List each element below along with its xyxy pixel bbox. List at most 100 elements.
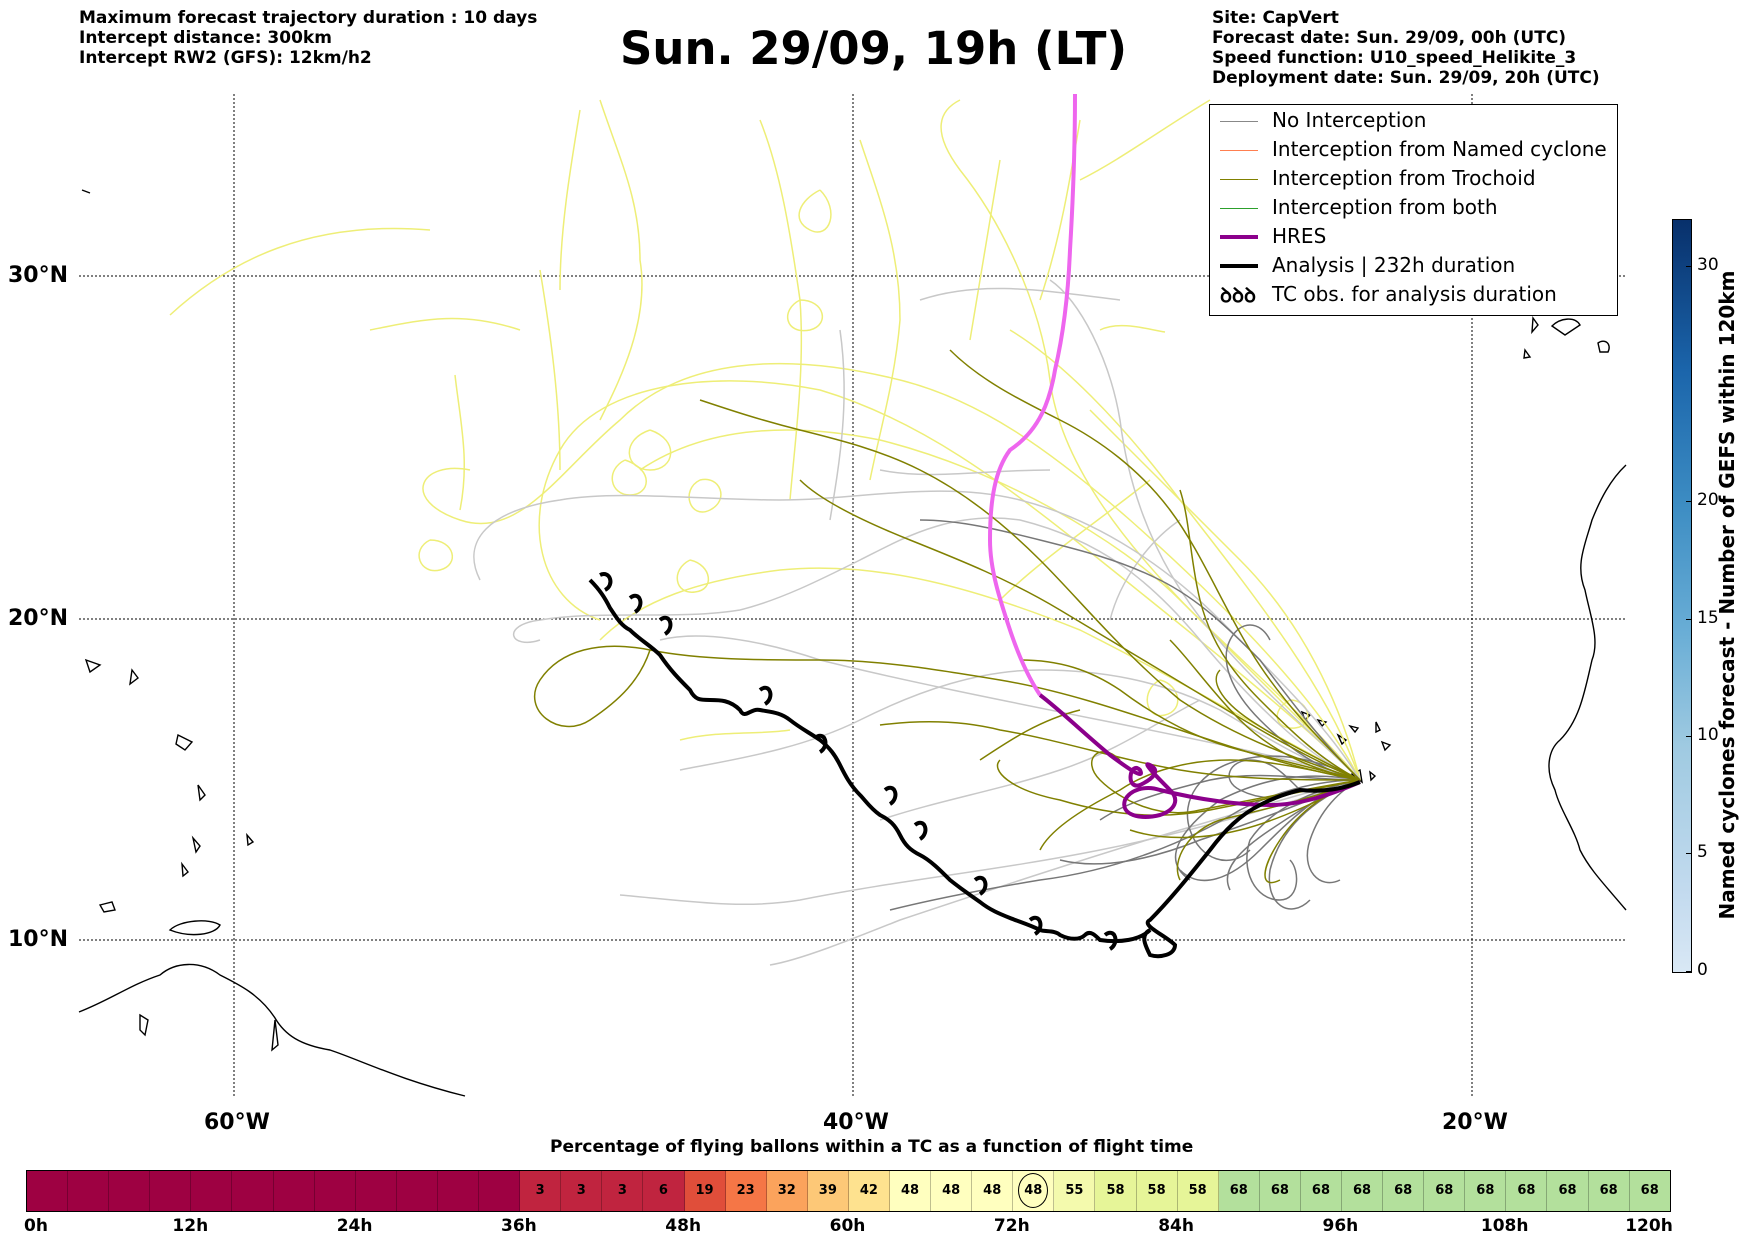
header-left-line: Intercept RW2 (GFS): 12km/h2 <box>79 48 372 68</box>
time-segment: 68 <box>1547 1171 1589 1211</box>
time-segment: 68 <box>1629 1171 1670 1211</box>
segment-value: 6 <box>658 1183 668 1198</box>
legend-label: TC obs. for analysis duration <box>1272 282 1557 306</box>
time-axis-label: 84h <box>1158 1216 1194 1236</box>
legend-item: Analysis | 232h duration <box>1210 252 1617 281</box>
time-segment <box>437 1171 480 1211</box>
colorbar-tick-mark <box>1686 266 1691 267</box>
time-segment <box>232 1171 274 1211</box>
legend-label: Interception from Trochoid <box>1272 166 1536 190</box>
lat-label-30n: 30°N <box>8 263 69 288</box>
tc-symbol-icon: ꝺꝺꝺ <box>1220 283 1256 307</box>
flight-time-bar: 3 3 3 6 19 23 32 39 42 48 48 48 48 55 58 58 58 68 68 68 68 68… <box>26 1170 1671 1212</box>
segment-value: 55 <box>1065 1183 1084 1198</box>
lat-label-20n: 20°N <box>8 606 69 631</box>
time-segment: 58 <box>1136 1171 1178 1211</box>
time-segment: 48 <box>1013 1171 1055 1211</box>
segment-value: 48 <box>942 1183 961 1198</box>
time-segment: 68 <box>1465 1171 1507 1211</box>
segment-value: 68 <box>1229 1183 1248 1198</box>
segment-value: 32 <box>777 1183 796 1198</box>
header-left-line: Intercept distance: 300km <box>79 28 332 48</box>
colorbar-tick: 0 <box>1697 960 1708 980</box>
segment-value: 19 <box>695 1183 714 1198</box>
time-segment: 3 <box>520 1171 562 1211</box>
legend-item: Interception from Trochoid <box>1210 165 1617 194</box>
colorbar-tick-mark <box>1686 853 1691 854</box>
time-segment: 68 <box>1218 1171 1260 1211</box>
header-left-line: Maximum forecast trajectory duration : 1… <box>79 8 538 28</box>
segment-value: 3 <box>535 1183 545 1198</box>
segment-value: 68 <box>1353 1183 1372 1198</box>
time-segment: 48 <box>972 1171 1014 1211</box>
legend-label: No Interception <box>1272 108 1427 132</box>
hres-track <box>1038 693 1361 819</box>
lon-label-20w: 20°W <box>1442 1110 1508 1135</box>
time-segment: 39 <box>807 1171 849 1211</box>
time-segment <box>273 1171 315 1211</box>
time-segment: 68 <box>1506 1171 1548 1211</box>
lon-label-60w: 60°W <box>204 1110 270 1135</box>
time-axis-label: 48h <box>665 1216 702 1236</box>
time-segment: 48 <box>889 1171 932 1211</box>
time-segment: 68 <box>1342 1171 1384 1211</box>
time-segment: 48 <box>931 1171 973 1211</box>
segment-value: 68 <box>1435 1183 1454 1198</box>
header-right-line: Forecast date: Sun. 29/09, 00h (UTC) <box>1212 28 1567 48</box>
time-axis-label: 24h <box>336 1216 373 1236</box>
time-segment: 68 <box>1424 1171 1466 1211</box>
legend-swatch <box>1220 264 1258 268</box>
legend-swatch <box>1220 150 1258 151</box>
colorbar-tick: 10 <box>1697 725 1719 745</box>
legend-swatch <box>1220 235 1258 239</box>
colorbar-tick-mark <box>1686 971 1691 972</box>
colorbar-tick: 30 <box>1697 255 1719 275</box>
time-segment: 68 <box>1588 1171 1630 1211</box>
time-segment: 6 <box>643 1171 685 1211</box>
legend-item: Interception from both <box>1210 194 1617 223</box>
legend-item: Interception from Named cyclone <box>1210 136 1617 165</box>
legend-label: Interception from both <box>1272 195 1498 219</box>
segment-value: 39 <box>818 1183 837 1198</box>
legend-label: HRES <box>1272 224 1327 248</box>
yellow-tracks <box>169 99 1361 781</box>
analysis-track <box>588 578 1361 959</box>
segment-value: 68 <box>1476 1183 1495 1198</box>
segment-value: 68 <box>1517 1183 1536 1198</box>
colorbar-tick: 5 <box>1697 842 1708 862</box>
legend-label: Analysis | 232h duration <box>1272 253 1516 277</box>
time-axis-label: 36h <box>501 1216 537 1236</box>
segment-value: 48 <box>983 1183 1002 1198</box>
colorbar <box>1672 219 1692 973</box>
segment-value: 58 <box>1147 1183 1166 1198</box>
trochoid-tracks <box>533 349 1361 884</box>
time-segment <box>109 1171 151 1211</box>
colorbar-tick-mark <box>1686 736 1691 737</box>
legend-item: ꝺꝺꝺ TC obs. for analysis duration <box>1210 281 1617 310</box>
percentage-bar-title: Percentage of flying ballons within a TC… <box>550 1137 1194 1157</box>
time-segment: 58 <box>1177 1171 1219 1211</box>
time-segment: 68 <box>1300 1171 1342 1211</box>
legend-swatch <box>1220 208 1258 209</box>
header-left-info: Maximum forecast trajectory duration : 1… <box>79 8 537 68</box>
time-segment: 68 <box>1383 1171 1425 1211</box>
lon-label-40w: 40°W <box>823 1110 889 1135</box>
header-right-line: Deployment date: Sun. 29/09, 20h (UTC) <box>1212 68 1600 88</box>
segment-value: 58 <box>1188 1183 1207 1198</box>
time-axis-label: 60h <box>829 1216 866 1236</box>
segment-value: 68 <box>1394 1183 1413 1198</box>
colorbar-label: Named cyclones forecast - Number of GEFS… <box>1715 270 1739 920</box>
segment-value: 3 <box>576 1183 586 1198</box>
segment-value: 48 <box>900 1183 920 1198</box>
segment-value: 68 <box>1311 1183 1330 1198</box>
segment-value: 42 <box>859 1183 878 1198</box>
time-segment <box>355 1171 397 1211</box>
time-segment: 19 <box>684 1171 726 1211</box>
time-axis-label: 120h <box>1625 1216 1673 1236</box>
segment-value: 68 <box>1270 1183 1289 1198</box>
time-axis-label: 108h <box>1480 1216 1529 1236</box>
time-axis-label: 96h <box>1322 1216 1359 1236</box>
time-segment <box>27 1171 69 1211</box>
colorbar-tick: 20 <box>1697 490 1719 510</box>
